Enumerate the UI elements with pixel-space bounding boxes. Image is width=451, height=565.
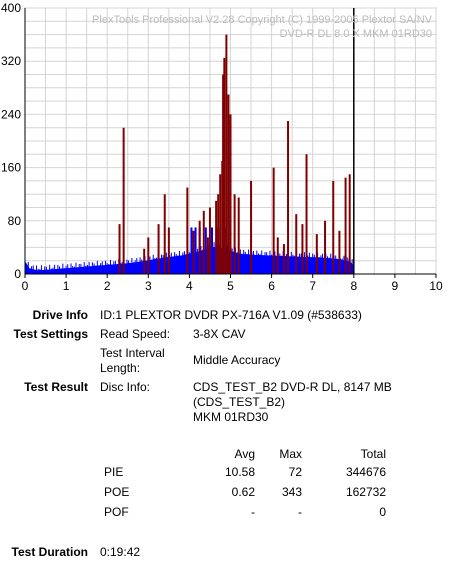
stats-row-avg: - [251,505,255,519]
y-tick-label: 160 [1,161,21,175]
disc-info-line-1: CDS_TEST_B2 DVD-R DL, 8147 MB [193,380,392,394]
x-tick-label: 3 [145,279,152,293]
y-tick-label: 0 [14,267,21,281]
watermark-line-1: PlexTools Professional V2.28 Copyright (… [92,14,433,26]
disc-info-line-2: (CDS_TEST_B2) [193,395,286,409]
test-interval-value: Middle Accuracy [193,353,281,367]
stats-header-max: Max [279,447,302,461]
chart-axes: 0 1 2 3 4 5 6 7 8 9 10 0 80 160 240 320 400 [1,1,443,293]
x-tick-label: 0 [22,279,29,293]
stats-row-name: PIE [104,465,124,479]
test-duration-value: 0:19:42 [100,545,141,559]
stats-header-total: Total [360,447,386,461]
y-tick-label: 80 [8,214,22,228]
y-tick-label: 320 [1,54,21,68]
x-tick-label: 7 [309,279,316,293]
drive-info-value: ID:1 PLEXTOR DVDR PX-716A V1.09 (#538633… [100,308,362,322]
x-tick-label: 10 [429,279,443,293]
read-speed-value: 3-8X CAV [193,327,246,341]
stats-row-total: 344676 [345,465,386,479]
x-tick-label: 2 [104,279,111,293]
read-speed-label: Read Speed: [100,327,171,341]
stats-row-total: 0 [379,505,386,519]
test-interval-label-line1: Test Interval [100,346,165,360]
stats-row-max: 72 [288,465,302,479]
disc-info-label: Disc Info: [100,380,151,394]
test-result-label: Test Result [24,380,88,394]
stats-row-max: 343 [281,485,302,499]
x-tick-label: 6 [268,279,275,293]
test-interval-label-line2: Length: [100,361,141,375]
x-tick-label: 4 [186,279,193,293]
stats-row-name: POF [104,505,129,519]
drive-info-label: Drive Info [32,308,88,322]
x-tick-label: 8 [350,279,357,293]
stats-row-name: POE [104,485,130,499]
x-tick-label: 1 [63,279,70,293]
stats-row-max: - [298,505,302,519]
stats-row-avg: 0.62 [231,485,255,499]
y-tick-label: 400 [1,1,21,15]
stats-row-total: 162732 [345,485,386,499]
pie-scan-chart: 0 1 2 3 4 5 6 7 8 9 10 0 80 160 240 320 400 PlexTools Pr… [1,1,443,293]
stats-header-avg: Avg [234,447,255,461]
disc-info-line-3: MKM 01RD30 [193,410,269,424]
x-tick-label: 5 [227,279,234,293]
watermark-line-2: DVD-R DL 8.0 X MKM 01RD30 [280,28,432,40]
y-tick-label: 240 [1,107,21,121]
pie-spike-series [118,34,351,274]
test-settings-label: Test Settings [13,327,88,341]
stats-row-avg: 10.58 [224,465,255,479]
test-duration-label: Test Duration [11,545,88,559]
x-tick-label: 9 [392,279,399,293]
